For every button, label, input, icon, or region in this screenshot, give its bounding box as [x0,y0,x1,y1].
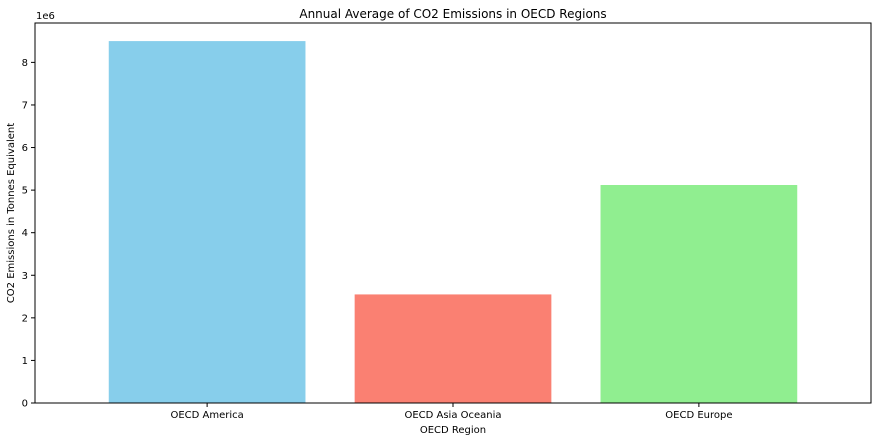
y-axis-offset-label: 1e6 [36,11,55,22]
y-axis-label: CO2 Emissions in Tonnes Equivalent [6,123,17,303]
y-tick-label: 2 [22,313,28,324]
x-tick-label: OECD Europe [665,410,732,421]
bars-group [108,41,798,403]
bar-oecd-asia-oceania [354,294,552,403]
bar-oecd-europe [600,185,798,403]
y-tick-label: 4 [22,228,28,239]
x-tick-label: OECD Asia Oceania [404,410,501,421]
chart-title: Annual Average of CO2 Emissions in OECD … [299,7,606,21]
x-axis-label: OECD Region [420,425,486,436]
y-tick-label: 0 [22,399,28,410]
y-tick-label: 8 [22,58,28,69]
bar-oecd-america [108,41,306,403]
y-tick-label: 6 [22,143,28,154]
x-tick-label: OECD America [170,410,243,421]
x-axis-ticks: OECD America OECD Asia Oceania OECD Europe [170,403,732,421]
y-axis-ticks: 0 1 2 3 4 5 6 7 8 [22,58,35,410]
y-tick-label: 1 [22,356,28,367]
y-tick-label: 3 [22,271,28,282]
y-tick-label: 5 [22,186,28,197]
plot-frame [34,22,872,404]
y-tick-label: 7 [22,100,28,111]
